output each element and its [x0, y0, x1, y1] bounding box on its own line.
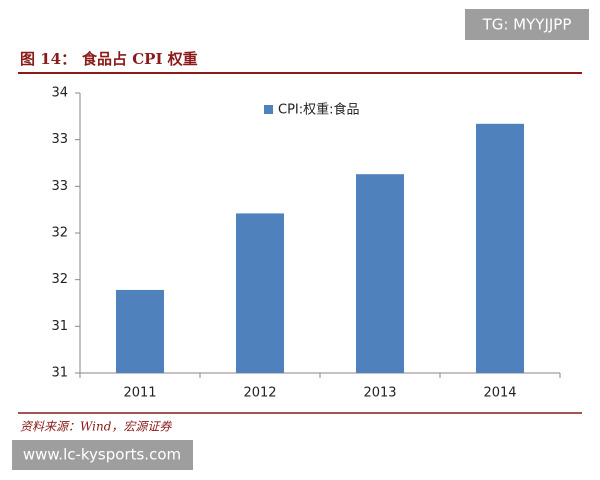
- x-tick-label: 2013: [363, 386, 396, 401]
- y-tick-label: 33: [51, 179, 68, 194]
- y-tick-label: 31: [51, 366, 68, 381]
- bar: [236, 213, 284, 373]
- legend-swatch: [264, 105, 273, 114]
- y-tick-label: 31: [51, 319, 68, 334]
- bar: [116, 289, 164, 373]
- bar: [476, 123, 524, 373]
- y-tick-label: 34: [51, 86, 68, 101]
- x-tick-label: 2011: [123, 386, 156, 401]
- y-tick-label: 32: [51, 226, 68, 241]
- legend-label: CPI:权重:食品: [278, 102, 360, 118]
- y-tick-label: 33: [51, 132, 68, 147]
- chart-title: 食品占 CPI 权重: [82, 50, 198, 68]
- watermark-box: [12, 440, 193, 470]
- x-tick-label: 2014: [483, 386, 516, 401]
- watermark-box: [465, 9, 589, 40]
- y-tick-label: 32: [51, 272, 68, 287]
- x-tick-label: 2012: [243, 386, 276, 401]
- bar: [356, 174, 404, 373]
- figure-label: 图 14：: [20, 50, 76, 68]
- watermark: TG: MYYJJPP: [482, 16, 572, 34]
- source: 资料来源：Wind，宏源证券: [20, 420, 172, 434]
- watermark: www.lc-kysports.com: [23, 446, 181, 464]
